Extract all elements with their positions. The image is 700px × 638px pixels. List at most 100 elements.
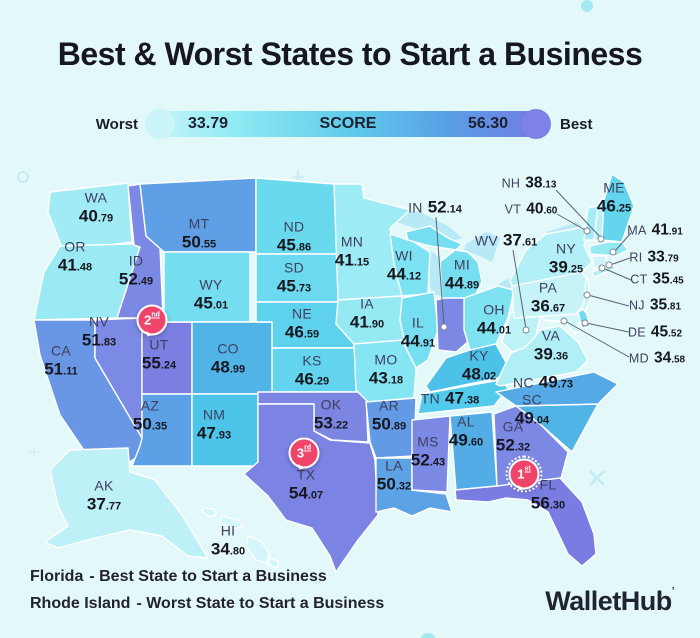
state-label-WY: WY 45.01	[194, 278, 228, 313]
state-score-decimal: .86	[295, 241, 312, 254]
state-abbr: OK	[320, 396, 342, 413]
state-score-integer: 36	[530, 296, 550, 316]
state-score-decimal: .89	[463, 279, 480, 292]
state-label-DE: DE 45.52	[628, 324, 682, 340]
state-abbr: ND	[283, 218, 305, 235]
legend-best-label: Best	[560, 116, 593, 133]
state-abbr: CA	[50, 342, 72, 359]
state-score-decimal: .59	[303, 328, 320, 341]
state-score: 37.61	[503, 232, 537, 249]
state-label-IL: IL 44.91	[401, 316, 435, 351]
state-label-MS: MS 52.43	[411, 435, 445, 470]
state-label-TX: TX 54.07	[289, 468, 323, 503]
state-score-decimal: .14	[446, 203, 462, 216]
state-score-integer: 44	[476, 318, 496, 338]
state-label-WI: WI 44.12	[387, 249, 421, 284]
footnote-best: Florida - Best State to Start a Business	[30, 568, 327, 586]
legend-max-value: 56.30	[467, 115, 508, 132]
state-score-integer: 34	[653, 349, 672, 367]
state-score-decimal: .01	[212, 299, 229, 312]
state-abbr: CO	[217, 340, 239, 357]
state-score: 41.15	[335, 251, 369, 270]
state-score: 46.25	[597, 197, 631, 216]
state-score-decimal: .48	[76, 261, 93, 274]
state-score-integer: 43	[368, 368, 388, 388]
state-score-decimal: .35	[151, 420, 168, 433]
state-label-NY: NY 39.25	[549, 242, 583, 277]
state-label-CO: CO 48.99	[211, 342, 245, 377]
state-score: 41.91	[652, 222, 683, 238]
state-label-OR: OR 41.48	[58, 240, 92, 275]
state-score-decimal: .32	[395, 480, 412, 493]
state-score-decimal: .77	[105, 500, 122, 513]
state-label-NC: NC 49.73	[513, 374, 573, 391]
state-score: 49.73	[539, 374, 573, 391]
state-score-decimal: .04	[533, 414, 550, 427]
state-score-integer: 37	[502, 230, 522, 250]
state-abbr: HI	[220, 522, 236, 539]
state-score-integer: 51	[44, 359, 64, 379]
state-abbr: TN	[420, 390, 441, 406]
state-score: 48.02	[462, 365, 496, 384]
state-score-integer: 35	[652, 270, 670, 288]
state-score-integer: 52	[118, 269, 138, 289]
state-shape-FL	[454, 477, 597, 567]
state-score: 37.77	[87, 495, 121, 514]
state-label-GA: GA 52.32	[496, 420, 530, 455]
state-abbr: AL	[457, 413, 475, 430]
state-label-LA: LA 50.32	[377, 459, 411, 494]
state-abbr: KS	[302, 352, 322, 369]
state-abbr: MO	[374, 351, 398, 368]
drop-decoration	[581, 0, 593, 12]
state-score-integer: 45	[276, 276, 296, 296]
state-score: 44.91	[401, 332, 435, 351]
state-score-integer: 45	[193, 293, 213, 313]
footnote-worst-text: - Worst State to Start a Business	[136, 595, 385, 612]
state-label-NE: NE 46.59	[285, 307, 319, 342]
state-score: 46.59	[285, 323, 319, 342]
state-abbr: OR	[64, 238, 86, 255]
trademark-mark: ’	[671, 586, 675, 597]
state-score: 45.86	[277, 236, 311, 255]
state-score: 52.49	[119, 270, 153, 289]
state-score-integer: 52	[495, 435, 515, 455]
state-score: 47.38	[445, 390, 479, 407]
state-label-MA: MA 41.91	[627, 222, 683, 238]
state-score-integer: 54	[288, 483, 308, 503]
state-score: 35.45	[653, 271, 684, 287]
state-score-decimal: .93	[215, 429, 232, 442]
state-score-integer: 37	[86, 494, 106, 514]
state-label-PA: PA 36.67	[531, 281, 565, 316]
state-score: 49.60	[449, 431, 483, 450]
state-score: 52.43	[411, 451, 445, 470]
state-score-decimal: .55	[200, 238, 217, 251]
state-score-decimal: .24	[160, 359, 177, 372]
state-abbr: PA	[538, 279, 558, 296]
state-label-CT: CT 35.45	[630, 271, 683, 287]
state-score-integer: 49	[448, 430, 468, 450]
state-score-integer: 49	[514, 408, 534, 428]
state-label-AL: AL 49.60	[449, 415, 483, 450]
state-score-integer: 41	[57, 255, 77, 275]
state-label-ME: ME 46.25	[597, 181, 631, 216]
drop-decoration	[420, 633, 436, 638]
state-score: 38.13	[525, 175, 556, 191]
state-score: 50.55	[182, 233, 216, 252]
state-score-decimal: .15	[353, 256, 370, 269]
state-abbr: SC	[521, 391, 543, 408]
state-score-decimal: .13	[542, 179, 557, 191]
state-abbr: ME	[603, 179, 625, 196]
state-abbr: GA	[502, 418, 524, 435]
state-abbr: DE	[627, 324, 646, 339]
legend-axis-label: SCORE	[319, 115, 377, 132]
state-score: 51.11	[44, 360, 78, 379]
rank-suffix: st	[524, 465, 531, 473]
state-score-integer: 55	[141, 353, 161, 373]
wallethub-logo: WalletHub’	[545, 586, 674, 617]
rank-number: 1	[517, 466, 525, 482]
state-label-IA: IA 41.90	[350, 297, 384, 332]
state-abbr: NC	[512, 374, 534, 390]
state-shape-AK	[44, 447, 209, 559]
